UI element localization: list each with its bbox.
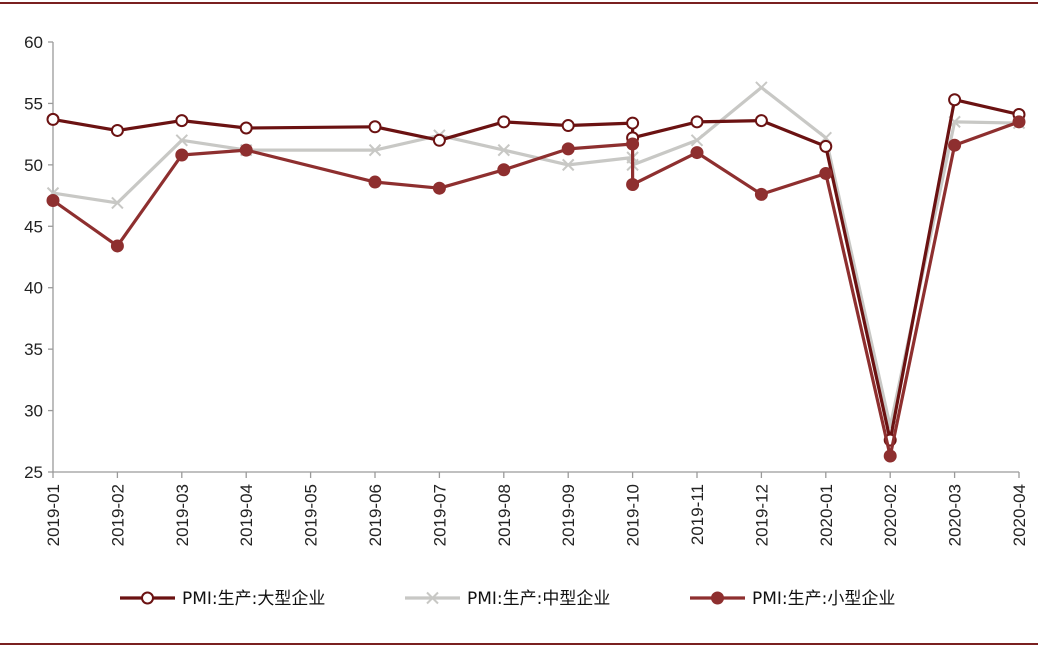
data-point (819, 139, 833, 153)
legend-label: PMI:生产:小型企业 (752, 589, 895, 609)
data-point (239, 143, 253, 157)
data-point (755, 81, 768, 94)
series-line (52, 120, 1020, 458)
data-point (497, 115, 511, 129)
data-point (110, 239, 124, 253)
data-point (948, 138, 962, 152)
x-tick-label: 2020-04 (1010, 484, 1029, 546)
legend-marker (426, 591, 439, 605)
x-tick-label: 2019-03 (173, 484, 192, 546)
series-3 (46, 115, 1026, 463)
x-tick-label: 2020-03 (946, 484, 965, 546)
x-tick-label: 2019-02 (108, 484, 127, 546)
data-point (626, 178, 640, 192)
data-point (561, 119, 575, 133)
x-tick-label: 2019-12 (752, 484, 771, 546)
legend-marker (711, 591, 724, 605)
x-tick-label: 2019-11 (688, 484, 707, 545)
plot-area (46, 81, 1026, 463)
x-tick-label: 2020-01 (817, 484, 836, 546)
series-line (52, 85, 1020, 429)
x-tick-label: 2019-09 (559, 484, 578, 546)
y-axis: 25 30 35 40 45 50 55 60 (24, 33, 54, 482)
data-point (46, 193, 60, 207)
legend: PMI:生产:大型企业 PMI:生产:中型企业 PMI:生产:小型企业 (120, 589, 895, 609)
data-point (497, 143, 511, 157)
data-point (497, 163, 511, 177)
x-tick-label: 2020-02 (881, 484, 900, 546)
data-point (432, 133, 446, 147)
legend-item: PMI:生产:小型企业 (690, 589, 895, 609)
series-line (52, 98, 1020, 442)
y-tick-label: 60 (24, 33, 43, 52)
series-1 (46, 93, 1026, 447)
x-tick-label: 2019-08 (495, 484, 514, 546)
data-point (239, 121, 253, 135)
x-tick-label: 2019-01 (44, 484, 63, 546)
y-tick-label: 55 (24, 94, 43, 113)
legend-item: PMI:生产:中型企业 (405, 589, 610, 609)
data-point (46, 112, 60, 126)
x-tick-label: 2019-04 (237, 484, 256, 546)
data-point (368, 143, 382, 157)
data-point (754, 187, 768, 201)
data-point (754, 114, 768, 128)
data-point (175, 134, 189, 147)
legend-item: PMI:生产:大型企业 (120, 589, 325, 609)
data-point (432, 181, 446, 195)
data-point (626, 137, 640, 151)
y-tick-label: 30 (24, 402, 43, 421)
y-tick-label: 50 (24, 156, 43, 175)
data-point (561, 142, 575, 156)
data-point (561, 158, 575, 172)
x-tick-label: 2019-05 (302, 484, 321, 546)
data-point (368, 120, 382, 134)
data-point (626, 116, 640, 130)
y-tick-label: 45 (24, 217, 43, 236)
x-tick-label: 2019-10 (624, 484, 643, 546)
y-tick-label: 40 (24, 279, 43, 298)
data-point (110, 123, 124, 137)
data-point (690, 115, 704, 129)
x-tick-label: 2019-07 (430, 484, 449, 546)
data-point (690, 146, 704, 160)
legend-marker (141, 591, 154, 605)
data-point (111, 196, 124, 210)
data-point (948, 93, 962, 107)
legend-label: PMI:生产:中型企业 (467, 589, 610, 609)
data-point (1012, 115, 1026, 129)
data-point (883, 449, 897, 463)
data-point (175, 148, 189, 162)
data-point (690, 134, 704, 147)
y-tick-label: 25 (24, 463, 43, 482)
y-tick-label: 35 (24, 340, 43, 359)
x-tick-label: 2019-06 (366, 484, 385, 546)
x-axis: 2019-01 2019-02 2019-03 2019-04 2019-05 2019-… (44, 471, 1029, 546)
data-point (175, 114, 189, 128)
data-point (819, 166, 833, 180)
data-point (368, 175, 382, 189)
legend-label: PMI:生产:大型企业 (182, 589, 325, 609)
